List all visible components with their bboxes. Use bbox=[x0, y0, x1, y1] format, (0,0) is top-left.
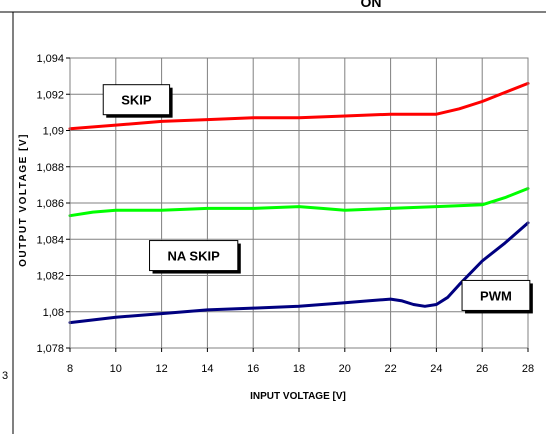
annotation-box bbox=[461, 279, 531, 311]
annotation-box bbox=[149, 240, 239, 272]
annotation-pwm: PWM bbox=[461, 279, 533, 314]
y-axis-tick-labels: 1,078 1,08 1,082 1,084 1,086 1,088 1,09 1,092 1,… bbox=[36, 53, 70, 355]
y-tick-label: 1,092 bbox=[36, 89, 64, 101]
y-axis-title: OUTPUT VOLTAGE [V] bbox=[18, 133, 29, 267]
top-partial-text: ON bbox=[361, 0, 382, 10]
x-tick-label: 24 bbox=[430, 363, 442, 375]
x-tick-label: 14 bbox=[201, 363, 213, 375]
x-axis-title: INPUT VOLTAGE [V] bbox=[250, 391, 346, 402]
x-tick-label: 28 bbox=[522, 363, 534, 375]
y-tick-label: 1,09 bbox=[43, 126, 64, 138]
annotation-na-skip: NA SKIP bbox=[149, 240, 241, 274]
x-tick-label: 18 bbox=[293, 363, 305, 375]
annotations: SKIP NA SKIP PWM bbox=[102, 84, 533, 314]
y-tick-label: 1,078 bbox=[36, 343, 64, 355]
left-edge-fragment: 3 bbox=[2, 370, 8, 382]
y-tick-label: 1,094 bbox=[36, 53, 64, 65]
x-tick-label: 10 bbox=[110, 363, 122, 375]
annotation-label: SKIP bbox=[121, 93, 152, 108]
y-tick-label: 1,082 bbox=[36, 271, 64, 283]
x-tick-label: 16 bbox=[247, 363, 259, 375]
x-tick-label: 22 bbox=[384, 363, 396, 375]
annotation-label: NA SKIP bbox=[168, 249, 221, 264]
plot-area: 1,078 1,08 1,082 1,084 1,086 1,088 1,09 1,092 1,… bbox=[36, 53, 534, 375]
x-tick-label: 12 bbox=[155, 363, 167, 375]
x-tick-label: 26 bbox=[476, 363, 488, 375]
annotation-skip: SKIP bbox=[102, 84, 173, 118]
x-tick-label: 8 bbox=[67, 363, 73, 375]
annotation-label: PWM bbox=[480, 288, 512, 303]
series-line-na-skip bbox=[68, 187, 530, 218]
y-tick-label: 1,08 bbox=[43, 307, 64, 319]
y-tick-label: 1,084 bbox=[36, 234, 64, 246]
x-tick-label: 20 bbox=[339, 363, 351, 375]
y-tick-label: 1,088 bbox=[36, 162, 64, 174]
x-axis-tick-labels: 8 10 12 14 16 18 20 22 24 26 28 bbox=[67, 348, 534, 375]
series-line-skip bbox=[68, 81, 530, 131]
y-tick-label: 1,086 bbox=[36, 198, 64, 210]
annotation-box bbox=[102, 84, 171, 116]
